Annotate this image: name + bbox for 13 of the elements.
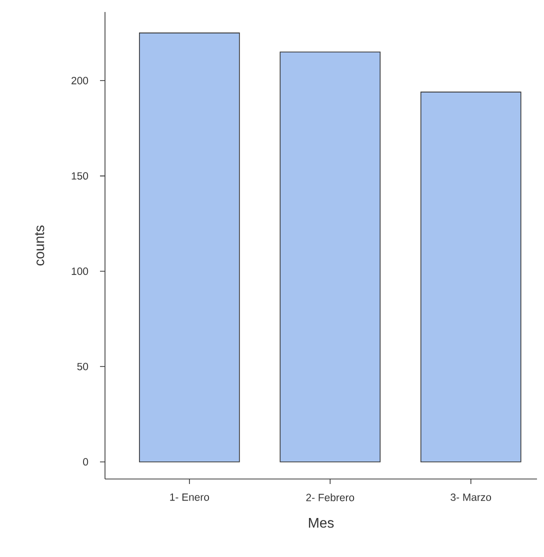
- x-tick-label: 2- Febrero: [306, 494, 354, 502]
- bar: [420, 92, 522, 462]
- x-tick-label: 3- Marzo: [450, 494, 492, 501]
- y-tick-label: 200: [72, 76, 88, 84]
- y-axis-title: counts: [35, 225, 44, 266]
- y-tick-label: 50: [77, 362, 88, 370]
- y-tick-label: 0: [83, 458, 88, 466]
- y-tick-label: 100: [72, 268, 88, 275]
- y-tick-label: 150: [72, 172, 88, 180]
- bar: [139, 32, 240, 462]
- x-tick-label: 1- Enero: [170, 494, 210, 501]
- x-axis-title: Mes: [308, 518, 334, 528]
- bar: [280, 52, 381, 462]
